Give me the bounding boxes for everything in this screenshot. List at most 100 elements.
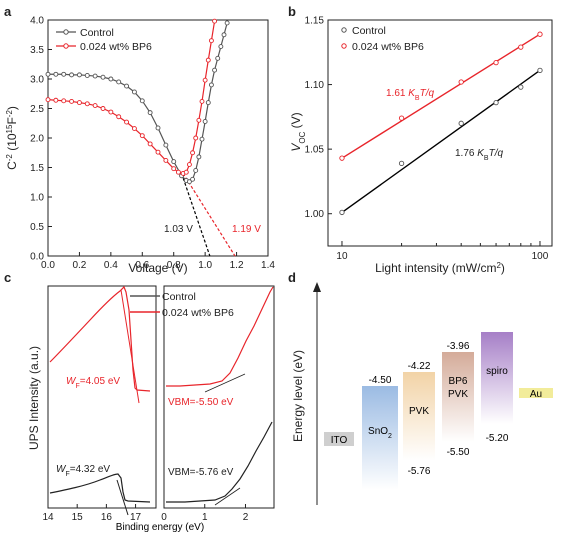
legend-c-bp6-label: 0.024 wt% BP6 xyxy=(162,307,234,319)
chart-a-frame xyxy=(47,19,269,257)
layer-sno2-top: -4.50 xyxy=(369,375,392,386)
legend-b-control-label: Control xyxy=(352,25,386,37)
a-xtick-label: 0.4 xyxy=(104,260,118,271)
a-xtick-label: 1.2 xyxy=(230,260,244,271)
panel-label-b: b xyxy=(288,4,296,19)
a-fit-line xyxy=(181,173,211,257)
a-series-point xyxy=(212,67,218,73)
annotation-control-wf: WF=4.32 eV xyxy=(56,464,110,478)
energy-diagram: Energy level (eV) ITO -4.50 SnO2 -4.22 P… xyxy=(291,282,553,505)
a-series-point xyxy=(76,72,82,78)
a-series-point xyxy=(108,76,114,82)
a-series-point xyxy=(202,119,208,124)
a-ytick-label: 3.5 xyxy=(30,45,44,56)
panel-label-d: d xyxy=(288,270,296,285)
chart-b-ylabel: VOC (V) xyxy=(289,112,307,151)
a-ytick-label: 1.0 xyxy=(30,193,44,204)
a-series-point xyxy=(190,150,196,156)
chart-a-fits xyxy=(181,173,236,257)
layer-sno2 xyxy=(362,386,398,490)
chart-c-ticks: 14 15 16 17 0 1 2 xyxy=(42,504,249,523)
a-series-point xyxy=(208,82,214,88)
b-series-point xyxy=(537,67,543,74)
a-series-point xyxy=(84,101,90,107)
a-series-point xyxy=(186,179,192,185)
layer-bp6-label: BP6 xyxy=(449,376,468,387)
panel-label-c: c xyxy=(4,270,11,285)
a-series-point xyxy=(155,149,161,155)
ups-control-cutoff-curve xyxy=(49,473,151,503)
chart-c-ylabel: UPS Intensity (a.u.) xyxy=(27,346,41,450)
layer-spiro xyxy=(481,332,513,424)
annotation-control-slope: 1.76 KBT/q xyxy=(455,148,503,162)
b-ytick-label: 1.00 xyxy=(305,209,325,220)
layer-bp6-pvk xyxy=(442,352,474,442)
a-series-point xyxy=(205,100,211,106)
a-series-point xyxy=(215,55,221,61)
a-series-point xyxy=(190,176,196,182)
a-series-point xyxy=(155,125,161,131)
b-series-point xyxy=(398,115,405,121)
chart-b-xlabel: Light intensity (mW/cm2) xyxy=(375,261,505,276)
b-series-point xyxy=(339,209,345,216)
layer-spiro-bottom: -5.20 xyxy=(486,433,509,444)
a-series-point xyxy=(53,71,59,77)
chart-a-ylabel: C-2 (1015F-2) xyxy=(5,106,20,170)
a-series-point xyxy=(163,157,169,163)
a-ytick-label: 0.0 xyxy=(30,252,44,263)
annotation-bp6-wf: WF=4.05 eV xyxy=(66,376,120,390)
a-series-point xyxy=(69,98,75,104)
a-series-point xyxy=(124,83,130,89)
b-fit-line xyxy=(341,33,541,159)
layer-pvk-top: -4.22 xyxy=(408,361,431,372)
annotation-bp6-vbm: VBM=-5.50 eV xyxy=(168,397,234,408)
layer-au xyxy=(519,388,553,398)
a-series-point xyxy=(53,97,59,103)
a-series-point xyxy=(202,77,208,83)
ups-control-vbm-curve xyxy=(166,421,273,503)
a-series-point xyxy=(171,166,177,172)
legend-control-marker xyxy=(63,29,69,35)
chart-c-left-frame xyxy=(47,285,157,509)
a-series-point xyxy=(116,79,122,85)
layer-pvk xyxy=(403,372,435,461)
a-series-point xyxy=(186,162,192,168)
b-ytick-label: 1.10 xyxy=(305,80,325,91)
b-ytick-label: 1.15 xyxy=(305,16,325,27)
annotation-control-vbi: 1.03 V xyxy=(164,224,193,235)
a-series-point xyxy=(175,169,181,175)
b-series-point xyxy=(518,84,524,90)
a-series-point xyxy=(163,142,169,148)
a-xtick-label: 1.4 xyxy=(261,260,275,271)
annotation-control-vbm: VBM=-5.76 eV xyxy=(168,467,234,478)
layer-spiro-label: spiro xyxy=(486,366,508,377)
c-right-xtick-label: 1 xyxy=(202,512,208,523)
a-series-point xyxy=(45,97,51,103)
layer-au-label: Au xyxy=(530,389,542,400)
a-series-point xyxy=(76,100,82,106)
b-xtick-label: 10 xyxy=(336,251,348,262)
b-series-point xyxy=(458,120,464,126)
a-series-point xyxy=(139,98,145,104)
c-right-xtick-label: 2 xyxy=(243,512,249,523)
b-xtick-label: 100 xyxy=(532,251,549,262)
a-series-point xyxy=(69,72,75,78)
a-series-point xyxy=(116,114,122,120)
a-series-point xyxy=(208,38,214,44)
a-series-point xyxy=(196,117,202,123)
a-series-point xyxy=(196,154,202,160)
c-left-xtick-label: 14 xyxy=(42,512,54,523)
ups-bp6-vbm-curve xyxy=(166,286,274,387)
a-series-point xyxy=(212,18,218,24)
a-series-point xyxy=(139,133,145,139)
c-left-xtick-label: 15 xyxy=(72,512,84,523)
b-series-point xyxy=(493,59,499,66)
chart-b-ticks: 10 100 1.00 1.05 1.10 1.15 xyxy=(305,16,549,263)
energy-ylabel: Energy level (eV) xyxy=(291,350,305,442)
a-ytick-label: 2.0 xyxy=(30,134,44,145)
annotation-bp6-slope: 1.61 KBT/q xyxy=(386,88,434,102)
layer-bp6-label2: PVK xyxy=(448,389,468,400)
panel-label-a: a xyxy=(4,4,12,19)
chart-a-ticks: 0.0 0.2 0.4 0.6 0.8 1.0 1.2 1.4 0.0 0.5 1.0 1.5 2.0 2… xyxy=(30,16,275,272)
